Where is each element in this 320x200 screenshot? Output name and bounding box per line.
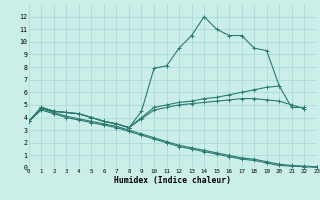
X-axis label: Humidex (Indice chaleur): Humidex (Indice chaleur) [114, 176, 231, 185]
